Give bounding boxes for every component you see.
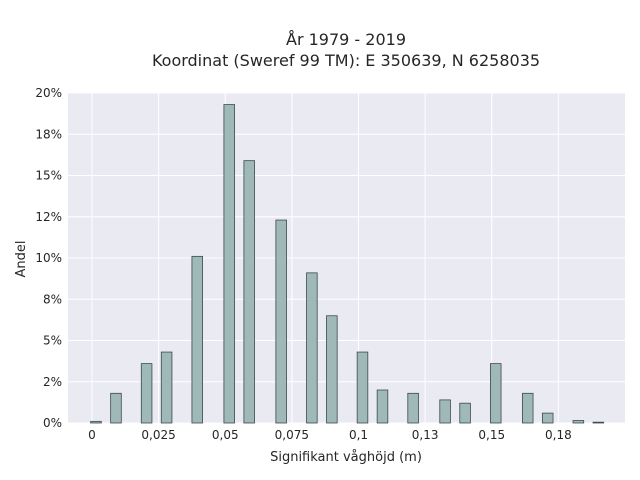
- y-tick-label: 10%: [35, 251, 62, 265]
- y-tick-label: 8%: [43, 292, 62, 306]
- x-axis-label: Signifikant våghöjd (m): [270, 450, 422, 465]
- histogram-bar: [439, 399, 451, 424]
- y-tick-label: 15%: [35, 169, 62, 183]
- histogram-bar: [459, 402, 471, 424]
- bars: [90, 104, 605, 424]
- x-tick-label: 0,05: [212, 428, 239, 442]
- y-tick-label: 18%: [35, 127, 62, 141]
- x-tick-label: 0: [88, 428, 96, 442]
- x-tick-label: 0,1: [349, 428, 368, 442]
- histogram-bar: [140, 363, 153, 424]
- histogram-bar: [90, 420, 102, 424]
- y-axis-ticks: 0% 2% 5% 8% 10% 12% 15% 18% 20%: [35, 86, 62, 430]
- histogram-bar: [223, 104, 235, 424]
- histogram-bar: [376, 389, 389, 424]
- histogram-bar: [356, 351, 369, 424]
- x-tick-label: 0,025: [141, 428, 175, 442]
- histogram-bar: [243, 160, 255, 424]
- y-tick-label: 20%: [35, 86, 62, 100]
- histogram-bar: [407, 392, 419, 424]
- y-tick-label: 0%: [43, 416, 62, 430]
- histogram-bar: [191, 255, 203, 424]
- histogram-bar: [110, 392, 122, 424]
- x-axis-ticks: 0 0,025 0,05 0,075 0,1 0,13 0,15 0,18: [88, 428, 572, 442]
- histogram-bar: [490, 363, 502, 424]
- x-tick-label: 0,13: [412, 428, 439, 442]
- y-tick-label: 12%: [35, 210, 62, 224]
- x-tick-label: 0,075: [275, 428, 309, 442]
- x-tick-label: 0,15: [478, 428, 505, 442]
- histogram-bar: [326, 315, 338, 424]
- chart-title-line-1: År 1979 - 2019: [286, 30, 406, 49]
- y-axis-label: Andel: [14, 241, 29, 278]
- histogram-bar: [160, 351, 173, 424]
- histogram-bar: [572, 420, 585, 424]
- histogram-bar: [306, 272, 318, 424]
- y-tick-label: 5%: [43, 334, 62, 348]
- histogram-bar: [275, 219, 287, 424]
- histogram-bar: [592, 421, 605, 424]
- chart-title-line-2: Koordinat (Sweref 99 TM): E 350639, N 62…: [152, 51, 540, 70]
- histogram-bar: [521, 392, 534, 424]
- histogram-bar: [541, 412, 554, 424]
- y-tick-label: 2%: [43, 375, 62, 389]
- x-tick-label: 0,18: [545, 428, 572, 442]
